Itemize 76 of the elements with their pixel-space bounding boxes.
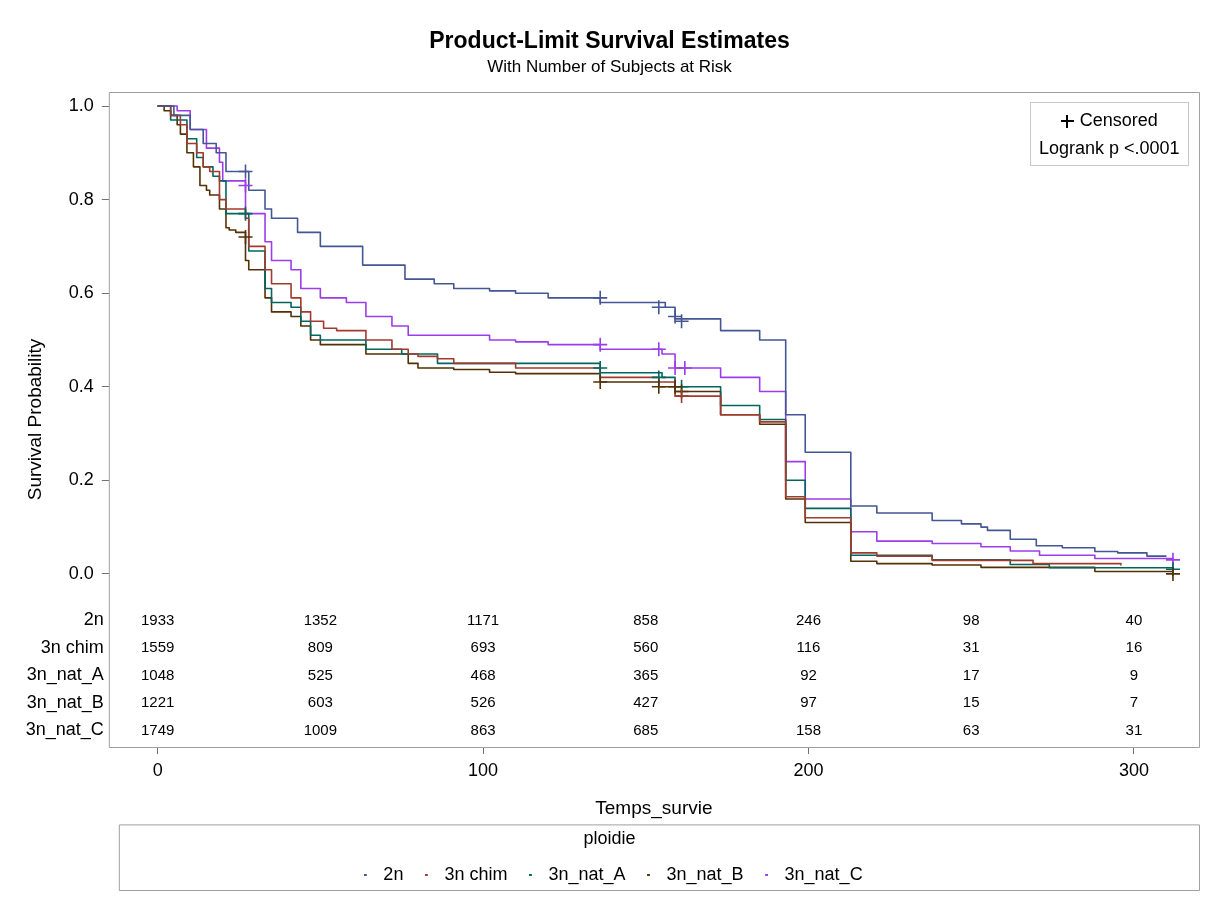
- annotation: 17: [962, 665, 980, 683]
- annotation: 1048: [140, 665, 175, 683]
- annotation: 31: [962, 638, 980, 656]
- point: [592, 336, 609, 353]
- annotation: 98: [962, 610, 980, 628]
- point: [237, 229, 254, 245]
- annotation: 427: [633, 693, 659, 711]
- annotation: 15: [962, 693, 980, 711]
- annotation: 685: [633, 720, 659, 738]
- annotation: 92: [800, 665, 817, 683]
- point: [592, 360, 609, 376]
- x-tick-label: 200: [793, 759, 824, 780]
- annotation: 858: [633, 610, 659, 628]
- y-tick-label: 0.2: [68, 469, 94, 490]
- point: [650, 299, 667, 316]
- legend-title: ploidie: [583, 828, 636, 849]
- point: [1165, 566, 1181, 582]
- annotation: 97: [800, 693, 817, 711]
- point: [237, 177, 254, 194]
- annotation: 560: [633, 638, 659, 656]
- x-axis-title: Temps_survie: [595, 797, 713, 820]
- annotation: 9: [1129, 665, 1139, 683]
- legend-label: 3n chim: [444, 863, 508, 884]
- annotation: Logrank p <.0001: [1039, 137, 1180, 160]
- x-tick-label: 0: [152, 759, 163, 780]
- x-tick-label: 100: [468, 759, 499, 780]
- annotation: 246: [795, 610, 821, 628]
- category-label: 3n_nat_C: [25, 719, 104, 740]
- y-tick-label: 0.4: [68, 375, 94, 396]
- annotation: 863: [470, 720, 496, 738]
- point: [650, 378, 667, 395]
- annotation: 7: [1129, 693, 1139, 711]
- annotation: 809: [307, 638, 333, 656]
- category-label: 2n: [83, 609, 104, 630]
- legend-label: 3n_nat_C: [784, 863, 863, 885]
- legend-label: 3n_nat_B: [666, 863, 744, 885]
- annotation: 525: [307, 665, 333, 683]
- annotation: 365: [633, 665, 659, 683]
- point: [650, 341, 667, 358]
- point: [592, 290, 609, 306]
- annotation: 1009: [303, 720, 338, 738]
- category-label: 3n_nat_A: [26, 664, 104, 685]
- annotation: 40: [1125, 610, 1143, 628]
- x-tick-label: 300: [1118, 759, 1149, 780]
- annotation: 603: [307, 693, 333, 711]
- annotation: 1221: [140, 693, 175, 711]
- category-label: 3n chim: [40, 636, 104, 657]
- chart-subtitle: With Number of Subjects at Risk: [487, 57, 733, 77]
- annotation: 1352: [303, 610, 338, 628]
- y-tick-label: 0.0: [68, 562, 94, 583]
- annotation: 158: [795, 720, 821, 738]
- legend-label: 3n_nat_A: [548, 863, 626, 885]
- annotation: 116: [796, 638, 821, 656]
- annotation: 1933: [140, 610, 175, 628]
- y-tick-label: 0.6: [68, 282, 94, 303]
- annotation: 1749: [140, 720, 175, 738]
- annotation: 1559: [140, 638, 175, 656]
- y-tick-label: 1.0: [68, 95, 94, 115]
- annotation: 526: [470, 693, 496, 711]
- y-axis-title: Survival Probability: [23, 338, 45, 501]
- legend-label: Censored: [1079, 110, 1158, 130]
- point: [237, 205, 254, 222]
- y-tick-label: 0.8: [68, 188, 94, 209]
- annotation: 63: [962, 720, 980, 738]
- point: [592, 374, 609, 390]
- annotation: 468: [470, 665, 496, 683]
- legend-label: 2n: [383, 863, 404, 884]
- annotation: 31: [1125, 720, 1143, 738]
- point: [237, 163, 254, 180]
- annotation: 16: [1125, 638, 1143, 656]
- chart-title: Product-Limit Survival Estimates: [429, 27, 790, 54]
- annotation: 1171: [466, 610, 500, 628]
- annotation: 693: [470, 638, 496, 656]
- point: [673, 388, 690, 404]
- point: [677, 360, 693, 376]
- category-label: 3n_nat_B: [26, 691, 104, 712]
